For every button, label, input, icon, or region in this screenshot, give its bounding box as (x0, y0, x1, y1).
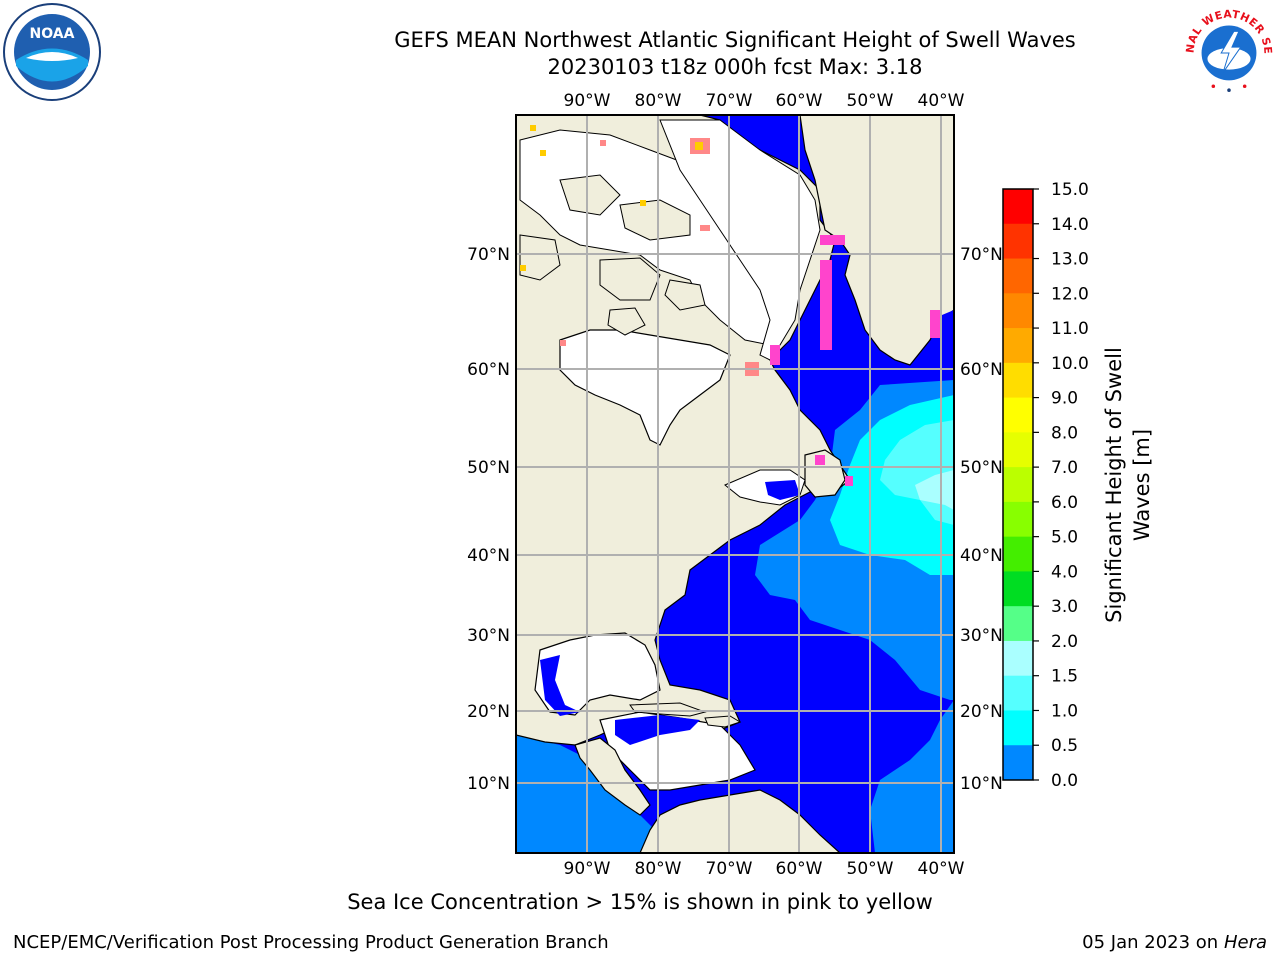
colorbar-tick-label: 15.0 (1051, 180, 1089, 200)
hispaniola-land (704, 715, 742, 728)
latitude-ticks-right: 70°N 60°N 50°N 40°N 30°N 20°N 10°N (960, 245, 1003, 794)
latitude-tick-label: 60°N (960, 360, 1003, 380)
colorbar-segment (1003, 328, 1033, 364)
central-america-land (574, 737, 651, 816)
colorbar-tick-label: 11.0 (1051, 319, 1089, 339)
latitude-tick-label: 30°N (960, 626, 1003, 646)
arctic-island (664, 279, 706, 311)
colorbar-tick-label: 12.0 (1051, 284, 1089, 304)
colorbar-segment (1003, 223, 1033, 260)
colorbar-tick-label: 1.0 (1051, 701, 1078, 721)
longitude-tick-label: 80°W (635, 859, 682, 879)
longitude-tick-label: 60°W (776, 859, 823, 879)
colorbar-tick-label: 7.0 (1051, 458, 1078, 478)
noaa-logo-text: NOAA (30, 26, 75, 42)
latitude-tick-label: 10°N (467, 774, 510, 794)
swell-field-0p5-1m-pacific (516, 735, 680, 853)
map-gridlines (516, 115, 954, 853)
colorbar-tick-label: 10.0 (1051, 354, 1089, 374)
colorbar-segment (1003, 501, 1033, 538)
latitude-tick-label: 50°N (467, 458, 510, 478)
longitude-ticks-bottom: 90°W 80°W 70°W 60°W 50°W 40°W (564, 859, 965, 879)
swell-field-2-3m (915, 470, 954, 510)
latitude-tick-label: 30°N (467, 626, 510, 646)
longitude-tick-label: 70°W (706, 859, 753, 879)
gulf-swell-patch (540, 655, 580, 716)
longitude-tick-label: 80°W (635, 91, 682, 111)
longitude-tick-label: 40°W (918, 91, 965, 111)
colorbar-segment (1003, 293, 1033, 329)
longitude-ticks-top: 90°W 80°W 70°W 60°W 50°W 40°W (564, 91, 965, 111)
colorbar-segment (1003, 675, 1033, 711)
latitude-tick-label: 70°N (960, 245, 1003, 265)
latitude-tick-label: 50°N (960, 458, 1003, 478)
latitude-tick-label: 60°N (467, 360, 510, 380)
colorbar-frame (1002, 188, 1034, 781)
arctic-island (559, 174, 621, 216)
colorbar-segment (1003, 640, 1033, 677)
colorbar-segment (1003, 397, 1033, 433)
colorbar-segment (1003, 745, 1033, 781)
colorbar-tick-label: 9.0 (1051, 389, 1078, 409)
colorbar-tick-label: 3.0 (1051, 597, 1078, 617)
noaa-logo-icon: NOAA (3, 3, 101, 101)
colorbar-segment (1003, 362, 1033, 399)
arctic-island (619, 199, 691, 241)
host-name: Hera (1223, 932, 1267, 953)
chart-title: GEFS MEAN Northwest Atlantic Significant… (394, 28, 1076, 52)
colorbar-segment (1003, 467, 1033, 503)
colorbar-segment (1003, 189, 1033, 225)
colorbar-tick-label: 6.0 (1051, 493, 1078, 513)
latitude-ticks-left: 70°N 60°N 50°N 40°N 30°N 20°N 10°N (467, 245, 510, 794)
colorbar-tick-label: 13.0 (1051, 250, 1089, 270)
colorbar-label: Significant Height of Swell Waves [m] (1102, 347, 1154, 623)
colorbar-segment (1003, 710, 1033, 746)
sea-ice-note: Sea Ice Concentration > 15% is shown in … (347, 890, 933, 914)
map-canvas (516, 115, 954, 853)
map-frame (515, 114, 955, 854)
latitude-tick-label: 70°N (467, 245, 510, 265)
sea-ice-edges (520, 125, 942, 486)
colorbar-tick-label: 2.0 (1051, 632, 1078, 652)
longitude-tick-label: 60°W (776, 91, 823, 111)
nws-logo-icon: NATIONAL WEATHER SERVICE (1180, 2, 1276, 98)
latitude-tick-label: 40°N (960, 546, 1003, 566)
gulf-st-lawrence-swell (765, 480, 800, 500)
longitude-tick-label: 40°W (918, 859, 965, 879)
latitude-tick-label: 40°N (467, 546, 510, 566)
arctic-island (599, 257, 661, 301)
colorbar-segment (1003, 606, 1033, 642)
longitude-tick-label: 70°W (706, 91, 753, 111)
colorbar-segment (1003, 258, 1033, 294)
colorbar-tick-label: 0.5 (1051, 736, 1078, 756)
colorbar-segment (1003, 536, 1033, 572)
longitude-tick-label: 50°W (847, 91, 894, 111)
longitude-tick-label: 90°W (564, 91, 611, 111)
latitude-tick-label: 20°N (960, 702, 1003, 722)
colorbar-tick-label: 5.0 (1051, 528, 1078, 548)
chart-subtitle: 20230103 t18z 000h fcst Max: 3.18 (547, 55, 923, 79)
colorbar-tick-label: 8.0 (1051, 423, 1078, 443)
colorbar-tick-label: 4.0 (1051, 562, 1078, 582)
longitude-tick-label: 90°W (564, 859, 611, 879)
swell-field-0p5-1m-south (870, 700, 954, 853)
run-date-credit: 05 Jan 2023 on Hera (1082, 932, 1267, 953)
colorbar-segment (1003, 571, 1033, 607)
arctic-island (607, 307, 646, 336)
colorbar-tick-label: 14.0 (1051, 215, 1089, 235)
colorbar-segment (1003, 432, 1033, 468)
colorbar-tick-label: 1.5 (1051, 667, 1078, 687)
colorbar-tick-label: 0.0 (1051, 771, 1078, 791)
longitude-tick-label: 50°W (847, 859, 894, 879)
hudson-bay-water (559, 329, 731, 446)
run-date: 05 Jan 2023 on (1082, 932, 1224, 953)
latitude-tick-label: 10°N (960, 774, 1003, 794)
producer-credit: NCEP/EMC/Verification Post Processing Pr… (13, 932, 609, 953)
colorbar: 15.0 14.0 13.0 12.0 11.0 10.0 9.0 8.0 7.0 6.0 5.0 4… (1002, 180, 1089, 791)
latitude-tick-label: 20°N (467, 702, 510, 722)
